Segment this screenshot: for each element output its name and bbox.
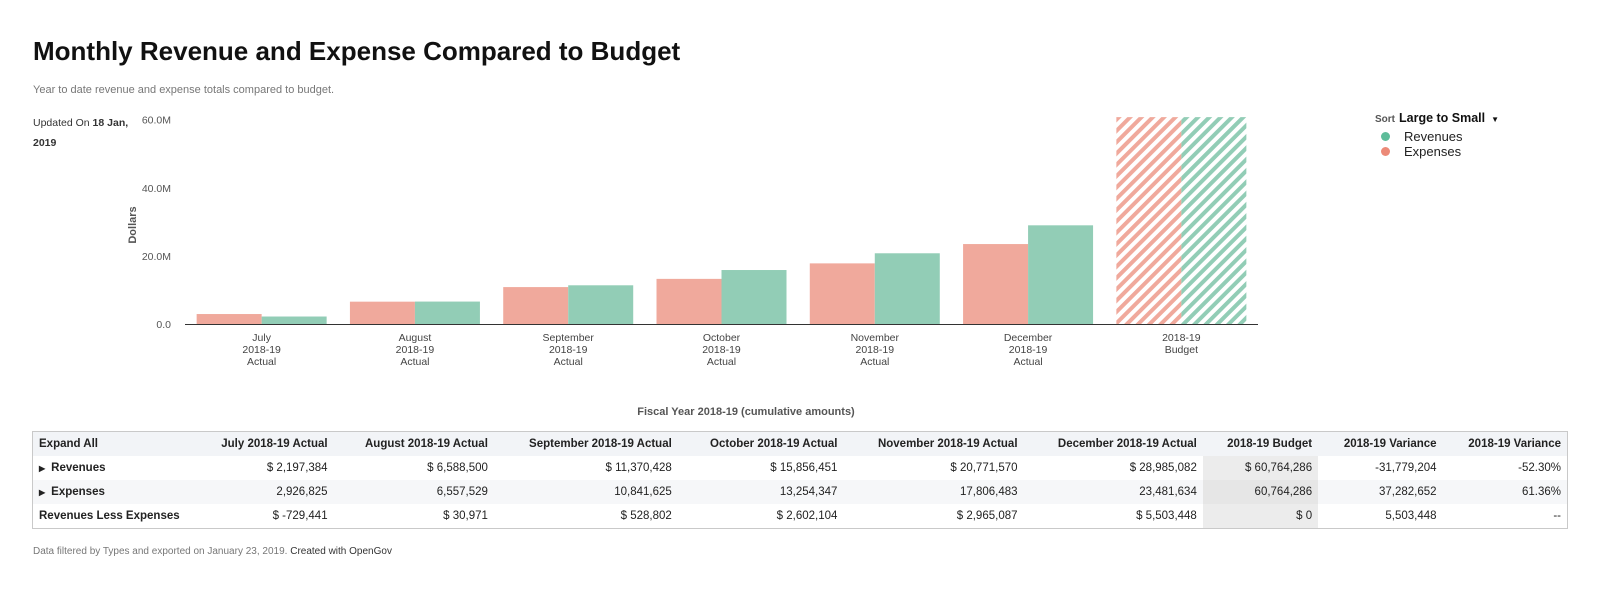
table-cell: 37,282,652	[1318, 480, 1443, 504]
legend-item-revenues[interactable]: Revenues	[1375, 129, 1499, 144]
column-header: December 2018-19 Actual	[1023, 432, 1203, 456]
bar-expenses[interactable]	[349, 301, 415, 324]
table-cell: $ 2,602,104	[776, 510, 838, 522]
expenses-dot-icon	[1381, 147, 1390, 156]
footer-text: Data filtered by Types and exported on J…	[33, 546, 288, 557]
x-tick-label: July 2018-19 Actual	[242, 332, 281, 368]
table-cell: $ 20,771,570	[950, 462, 1018, 474]
chevron-down-icon[interactable]: ▼	[1491, 115, 1500, 124]
data-table: Expand All July 2018-19 Actual August 20…	[32, 431, 1568, 529]
table-cell: $ -729,441	[272, 510, 328, 522]
column-header: September 2018-19 Actual	[493, 432, 678, 456]
legend-label-revenues: Revenues	[1404, 129, 1463, 144]
table-cell: 5,503,448	[1385, 510, 1437, 522]
y-axis-title: Dollars	[127, 206, 139, 243]
table-row: Revenues Less Expenses $ -729,441 $ 30,9…	[33, 504, 1567, 528]
table-cell: $ 2,965,087	[956, 510, 1018, 522]
bar-expenses[interactable]	[1116, 117, 1182, 325]
column-header: 2018-19 Variance	[1318, 432, 1443, 456]
row-label: Expenses	[51, 486, 105, 498]
x-tick-label: August 2018-19 Actual	[396, 332, 435, 368]
table-cell: 61.36%	[1442, 480, 1567, 504]
x-tick-label: September 2018-19 Actual	[543, 332, 595, 368]
table-cell: $ 30,971	[443, 510, 488, 522]
sort-label: Sort	[1375, 114, 1395, 125]
table-cell: $ 28,985,082	[1129, 462, 1197, 474]
y-axis: 0.0 20.0M 40.0M 60.0M	[142, 115, 171, 331]
table-cell: -31,779,204	[1375, 462, 1437, 474]
column-header: 2018-19 Variance	[1442, 432, 1567, 456]
bar-expenses[interactable]	[196, 314, 262, 324]
caret-right-icon[interactable]: ▶	[39, 464, 46, 473]
page-title: Monthly Revenue and Expense Compared to …	[33, 36, 681, 66]
bar-expenses[interactable]	[656, 278, 722, 324]
table-cell: $ 60,764,286	[1202, 456, 1319, 480]
y-tick-label: 0.0	[156, 319, 171, 331]
table-cell: 6,557,529	[333, 480, 494, 504]
expand-all-button[interactable]: Expand All	[33, 432, 193, 456]
table-cell: 10,841,625	[493, 480, 678, 504]
bar-revenues[interactable]	[721, 270, 787, 324]
table-row: ▶ Revenues $ 2,197,384 $ 6,588,500 $ 11,3…	[33, 456, 1567, 480]
column-header: August 2018-19 Actual	[333, 432, 494, 456]
bar-revenues[interactable]	[1181, 117, 1247, 325]
bar-revenues[interactable]	[568, 285, 634, 324]
table-cell: -52.30%	[1518, 462, 1561, 474]
table-cell: $ 6,588,500	[427, 462, 488, 474]
x-axis: July 2018-19 Actual August 2018-19 Actual Sept…	[185, 324, 1258, 368]
opengov-link[interactable]: Created with OpenGov	[290, 546, 392, 557]
table-cell: 17,806,483	[843, 480, 1024, 504]
updated-date: 18 Jan, 2019	[33, 117, 129, 149]
bar-revenues[interactable]	[1028, 225, 1094, 324]
table-cell: 60,764,286	[1202, 480, 1319, 504]
footer-note: Data filtered by Types and exported on J…	[33, 546, 392, 557]
x-axis-title: Fiscal Year 2018-19 (cumulative amounts)	[637, 406, 855, 418]
bar-chart: 0.0 20.0M 40.0M 60.0M July 2018-19 Actual Augu…	[127, 115, 1258, 368]
table-cell: $ 2,197,384	[266, 462, 328, 474]
table-cell: 13,254,347	[677, 480, 844, 504]
sort-control[interactable]: Sort Large to Small ▼	[1375, 111, 1499, 125]
table-cell: --	[1553, 510, 1561, 522]
table-cell: $ 0	[1202, 504, 1319, 528]
table-cell: 2,926,825	[193, 480, 334, 504]
x-tick-label: November 2018-19 Actual	[851, 332, 900, 368]
y-tick-label: 60.0M	[142, 115, 171, 127]
table-cell: $ 5,503,448	[1136, 510, 1197, 522]
bars	[196, 117, 1247, 325]
column-header: October 2018-19 Actual	[677, 432, 844, 456]
y-tick-label: 40.0M	[142, 183, 171, 195]
bar-expenses[interactable]	[963, 244, 1029, 324]
row-label: Revenues Less Expenses	[39, 510, 180, 522]
caret-right-icon[interactable]: ▶	[39, 488, 46, 497]
table-cell: $ 15,856,451	[770, 462, 838, 474]
legend: Sort Large to Small ▼ Revenues Expenses	[1375, 111, 1499, 159]
x-tick-label: October 2018-19 Actual	[702, 332, 741, 368]
table-cell: 23,481,634	[1023, 480, 1203, 504]
page-subtitle: Year to date revenue and expense totals …	[33, 84, 335, 96]
table-cell: $ 11,370,428	[605, 462, 672, 474]
bar-revenues[interactable]	[261, 316, 327, 324]
column-header: 2018-19 Budget	[1202, 432, 1319, 456]
row-toggle-revenues[interactable]: ▶ Revenues	[33, 456, 193, 480]
table-cell: $ 528,802	[620, 510, 672, 522]
row-toggle-expenses[interactable]: ▶ Expenses	[33, 480, 193, 504]
bar-expenses[interactable]	[809, 263, 875, 324]
row-label: Revenues	[51, 462, 106, 474]
bar-revenues[interactable]	[874, 253, 940, 324]
column-header: July 2018-19 Actual	[193, 432, 334, 456]
legend-label-expenses: Expenses	[1404, 144, 1462, 159]
revenues-dot-icon	[1381, 132, 1390, 141]
y-tick-label: 20.0M	[142, 251, 171, 263]
bar-revenues[interactable]	[414, 301, 480, 324]
column-header: November 2018-19 Actual	[843, 432, 1024, 456]
table-row: ▶ Expenses 2,926,825 6,557,529 10,841,625…	[33, 480, 1567, 504]
bar-expenses[interactable]	[503, 287, 569, 324]
sort-dropdown[interactable]: Large to Small	[1399, 111, 1486, 125]
x-tick-label: 2018-19 Budget	[1162, 332, 1201, 356]
updated-on: Updated On 18 Jan, 2019	[33, 113, 133, 153]
x-tick-label: December 2018-19 Actual	[1004, 332, 1053, 368]
updated-label: Updated On	[33, 117, 90, 129]
table-header-row: Expand All July 2018-19 Actual August 20…	[33, 432, 1567, 456]
legend-item-expenses[interactable]: Expenses	[1375, 144, 1499, 159]
